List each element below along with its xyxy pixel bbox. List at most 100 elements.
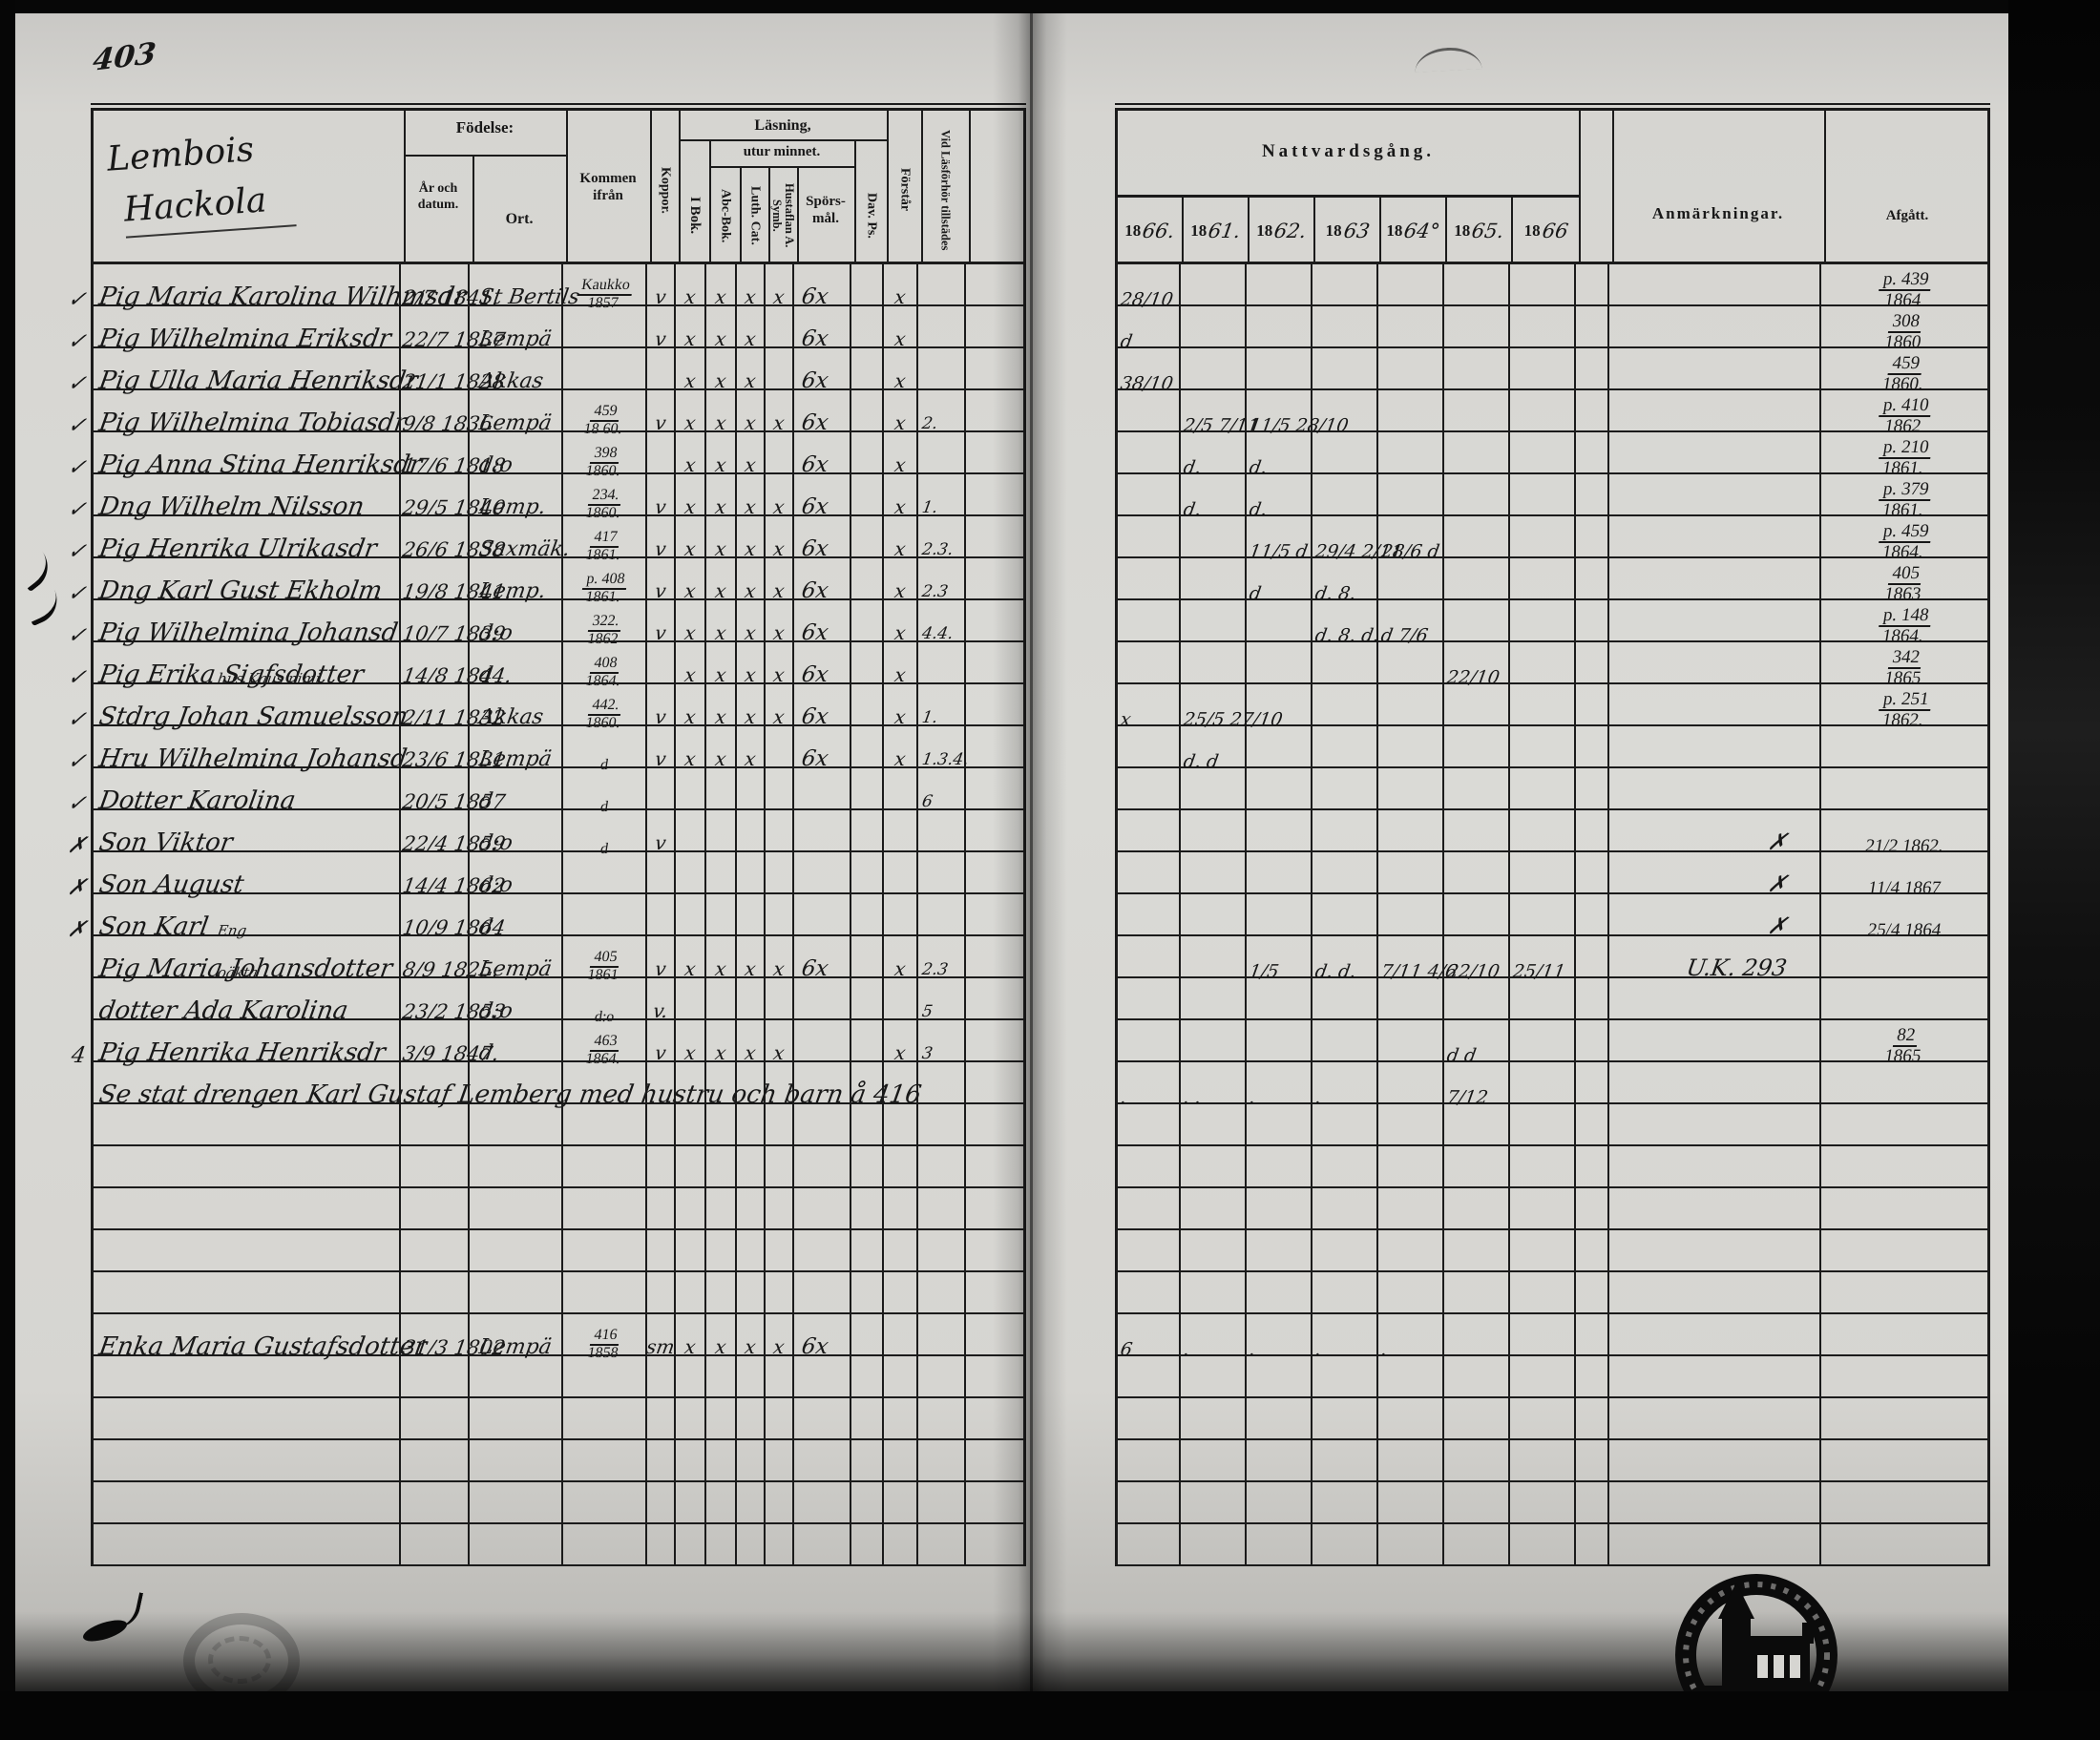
sporsmal-cell xyxy=(794,852,851,894)
communion-1862-cell xyxy=(1247,600,1312,642)
smallpox-cell xyxy=(647,1524,676,1566)
smallpox-cell xyxy=(647,642,676,684)
col-header-vid-lasforhor: Vid Läsförhör tillstädes xyxy=(938,129,953,251)
communion-1860-cell xyxy=(1115,1356,1181,1398)
communion-1860-cell xyxy=(1115,558,1181,600)
arrived-from-cell: 459 18 60. xyxy=(563,390,647,437)
reading-mark: x xyxy=(713,747,728,770)
vid-lasforhor-cell: 3 xyxy=(918,1020,966,1063)
communion-1860-cell xyxy=(1115,1440,1181,1482)
communion-1864-cell xyxy=(1378,1398,1444,1440)
reading-abc-cell: x xyxy=(706,306,737,350)
arrived-from-cell: 417 1861. xyxy=(563,516,647,563)
remarks-cell xyxy=(1609,1398,1821,1440)
communion-1861-cell xyxy=(1181,306,1247,348)
communion-1865-cell xyxy=(1444,1356,1510,1398)
person-name: Pig Wilhelmina Johansd xyxy=(96,618,400,647)
birth-date-cell: 2/11 1832 xyxy=(401,684,507,729)
ledger-row-right: 28/10 p. 439 1864 xyxy=(1115,264,1990,310)
vid-lasforhor-numbers: 2.3 xyxy=(920,582,950,601)
sporsmal-cell xyxy=(794,1020,851,1062)
reading-abc-cell: x xyxy=(706,642,737,686)
communion-1860-cell xyxy=(1115,1272,1181,1314)
remarks-cell xyxy=(1609,306,1821,348)
reading-abc-cell xyxy=(706,1272,737,1314)
forstar-cell xyxy=(884,1440,918,1482)
sporsmal-cell: 6x xyxy=(794,432,851,477)
reading-luth-cell xyxy=(737,1104,766,1146)
spacer-cell xyxy=(1576,978,1609,1020)
dav-ps-cell xyxy=(851,1524,884,1566)
vid-lasforhor-numbers: 1.3.4. xyxy=(920,750,971,769)
birth-place-cell xyxy=(470,1230,563,1272)
smallpox-mark: v xyxy=(653,831,668,854)
name-cell xyxy=(91,1188,401,1230)
header-rule xyxy=(404,155,566,157)
reading-hustaflan-cell xyxy=(766,978,794,1020)
remark: ✗ xyxy=(1765,870,1790,897)
departed-entry: 21/2 1862. xyxy=(1863,836,1945,857)
communion-date: 7/12 xyxy=(1445,1087,1490,1108)
reading-hustaflan-cell xyxy=(766,1104,794,1146)
communion-1863-cell: . xyxy=(1312,1314,1378,1360)
reading-mark: x xyxy=(682,495,698,518)
arrived-from-cell: p. 408 1861. xyxy=(563,558,647,605)
communion-1866-cell xyxy=(1510,1356,1576,1398)
margin-mark-cell: ✓ xyxy=(57,600,91,648)
arrived-from-cell: d xyxy=(563,810,647,857)
communion-1862-cell xyxy=(1247,1020,1312,1062)
communion-1865-cell xyxy=(1444,1272,1510,1314)
communion-date: 25/5 27/10 xyxy=(1182,709,1285,730)
smallpox-mark: v xyxy=(653,285,668,308)
col-header-sporsmal: Spörs-mål. xyxy=(806,194,846,226)
reading-mark: x xyxy=(743,1335,758,1358)
communion-1866-cell: 25/11 xyxy=(1510,936,1576,982)
communion-1860-cell: d xyxy=(1115,306,1181,352)
birth-place-cell: d:o xyxy=(470,600,563,645)
arrived-from-cell: d xyxy=(563,768,647,815)
reading-mark: x xyxy=(743,705,758,728)
sporsmal-mark: 6x xyxy=(799,368,830,393)
arrived-from: d:o xyxy=(593,1009,616,1026)
ledger-row-left: ✓ Stdrg Johan Samuelsson hus Kaus nimi 2… xyxy=(57,670,1026,732)
sporsmal-cell xyxy=(794,1482,851,1524)
communion-1865-cell xyxy=(1444,306,1510,348)
spacer-cell xyxy=(1576,600,1609,642)
forstar-cell: x xyxy=(884,348,918,392)
birth-place-cell: Lempä xyxy=(470,1314,563,1359)
sporsmal-cell: 6x xyxy=(794,390,851,435)
departed-cell xyxy=(1821,1272,1990,1314)
reading-abc-cell xyxy=(706,1524,737,1566)
arrived-from-cell xyxy=(563,1524,647,1566)
forstar-cell xyxy=(884,1146,918,1188)
dav-ps-cell xyxy=(851,600,884,642)
blank-cell xyxy=(966,1062,1026,1104)
departed-cell xyxy=(1821,1230,1990,1272)
smallpox-mark: v xyxy=(653,957,668,980)
blank-cell xyxy=(966,348,1026,390)
sporsmal-cell xyxy=(794,1356,851,1398)
reading-luth-cell xyxy=(737,1062,766,1104)
vid-lasforhor-cell: 6 xyxy=(918,768,966,811)
right-page-table: Nattvardsgång. 18 66. 18 61. xyxy=(1115,103,1990,1566)
year-header-cell: 18 63 xyxy=(1315,197,1381,264)
communion-1861-cell xyxy=(1181,1440,1247,1482)
communion-1860-cell xyxy=(1115,1398,1181,1440)
smallpox-mark: sm xyxy=(644,1335,677,1358)
year-header-cell: 18 61. xyxy=(1184,197,1250,264)
communion-1860-cell xyxy=(1115,936,1181,978)
birth-date-cell: 8/9 1825. xyxy=(401,936,500,981)
forstar-mark: x xyxy=(892,495,908,518)
sporsmal-cell: 6x xyxy=(794,306,851,351)
reading-abc-cell xyxy=(706,978,737,1020)
communion-1863-cell: d. 8. xyxy=(1312,558,1378,604)
sporsmal-cell: 6x xyxy=(794,558,851,603)
reading-abc-cell xyxy=(706,1230,737,1272)
reading-ibok-cell xyxy=(676,1398,706,1440)
smallpox-mark: v xyxy=(653,579,668,602)
dav-ps-cell xyxy=(851,1398,884,1440)
sporsmal-mark: 6x xyxy=(799,536,830,561)
birth-place-cell xyxy=(470,1188,563,1230)
sporsmal-mark: 6x xyxy=(799,1334,830,1359)
dav-ps-cell xyxy=(851,474,884,516)
